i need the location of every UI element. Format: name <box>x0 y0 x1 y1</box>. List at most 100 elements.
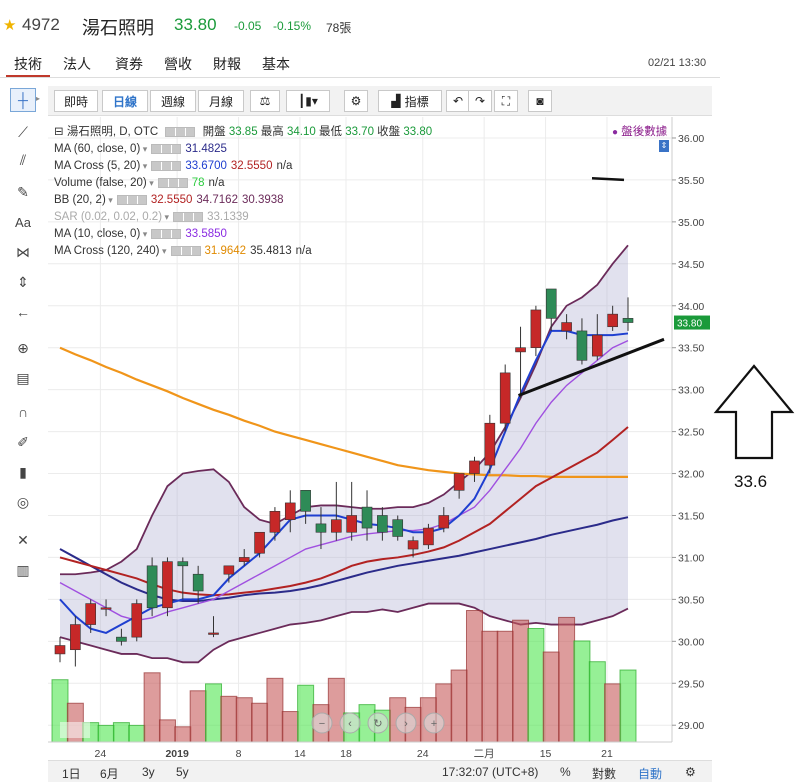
percent-toggle[interactable]: % <box>560 765 571 779</box>
range-6m[interactable]: 6月 <box>100 767 119 781</box>
volume-bar <box>220 695 238 743</box>
indicators-button[interactable]: ▟ 指標 <box>378 90 442 112</box>
legend-controls[interactable] <box>151 143 182 154</box>
legend-row: MA Cross (5, 20) ▾ 33.6700 32.5550 n/a <box>54 158 432 175</box>
chart-nav-button[interactable] <box>311 712 333 734</box>
close-label: 收盤 <box>377 126 401 138</box>
tab-basic[interactable]: 基本 <box>262 56 290 72</box>
undo-icon[interactable]: ↶ <box>446 90 470 112</box>
time-tick-label: 15 <box>540 748 552 760</box>
interval-weekly-button[interactable]: 週線 <box>150 90 196 112</box>
chart-nav-button[interactable] <box>423 712 445 734</box>
range-1d[interactable]: 1日 <box>62 767 81 781</box>
legend-label: Volume (false, 20) <box>54 177 147 189</box>
star-icon[interactable]: ★ <box>3 17 17 34</box>
ruler-icon[interactable]: ▤ <box>16 369 30 386</box>
legend-row: BB (20, 2) ▾ 32.5550 34.7162 30.3938 <box>54 192 432 209</box>
legend-controls[interactable] <box>151 228 182 239</box>
range-3y[interactable]: 3y <box>142 765 155 779</box>
compare-icon[interactable]: ⚖ <box>250 90 280 112</box>
legend-value: 33.1339 <box>207 211 249 223</box>
scroll-updown-icon[interactable]: ⇕ <box>659 140 669 152</box>
after-hours-label[interactable]: ● 盤後數據 <box>612 123 667 139</box>
legend-controls[interactable] <box>165 126 196 137</box>
legend-controls[interactable] <box>151 160 182 171</box>
legend-controls[interactable] <box>170 245 201 256</box>
interval-daily-button[interactable]: 日線 <box>102 90 148 112</box>
legend-dropdown-icon[interactable]: ▾ <box>140 144 148 154</box>
price-chart-svg[interactable]: 36.00 35.50 35.00 34.50 34.00 33.50 33.00 32.50… <box>48 117 712 764</box>
legend-dropdown-icon[interactable]: ▾ <box>162 212 170 222</box>
magnet-icon[interactable]: ∩ <box>17 404 29 420</box>
back-arrow-icon[interactable]: ← <box>16 304 30 320</box>
legend-dropdown-icon[interactable]: ▾ <box>105 195 113 205</box>
log-toggle[interactable]: 對數 <box>592 767 617 781</box>
text-icon[interactable]: Aa <box>15 214 31 230</box>
price-tick-label: 35.50 <box>678 175 704 187</box>
price-change: -0.05 <box>234 19 262 33</box>
tab-margin[interactable]: 資券 <box>115 56 143 72</box>
volume-bar <box>435 683 453 743</box>
volume-bar <box>573 640 591 743</box>
volume-bar <box>205 683 223 743</box>
time-tick-label: 8 <box>236 748 242 760</box>
brush-icon[interactable]: ✎ <box>17 183 29 200</box>
interval-realtime-button[interactable]: 即時 <box>54 90 98 112</box>
volume-bar <box>266 677 284 743</box>
legend-controls[interactable] <box>116 194 147 205</box>
legend-dropdown-icon[interactable]: ▾ <box>140 161 148 171</box>
legend-collapse-icon[interactable]: ⊟ <box>54 126 64 138</box>
legend-controls[interactable] <box>173 211 204 222</box>
auto-toggle[interactable]: 自動 <box>638 767 663 781</box>
legend-value: 34.7162 <box>196 194 238 206</box>
crosshair-icon[interactable]: ┼ <box>10 88 36 112</box>
chart-nav-button[interactable] <box>395 712 417 734</box>
pencil-lock-icon[interactable]: ✐ <box>17 433 29 450</box>
eye-hide-icon[interactable]: ◎ <box>16 493 30 510</box>
chart-nav-button[interactable] <box>339 712 361 734</box>
trash-icon[interactable]: ▥ <box>16 561 30 578</box>
volume-label: 78張 <box>326 21 352 35</box>
after-hours-text: 盤後數據 <box>621 126 668 138</box>
tab-institutional[interactable]: 法人 <box>63 56 91 72</box>
chart-area[interactable]: 36.00 35.50 35.00 34.50 34.00 33.50 33.00 32.50… <box>48 117 712 764</box>
trendline-icon[interactable]: ⟋ <box>18 123 28 140</box>
legend-row: MA Cross (120, 240) ▾ 31.9642 35.4813 n/a <box>54 243 432 260</box>
legend-row: MA (10, close, 0) ▾ 33.5850 <box>54 226 432 243</box>
low-label: 最低 <box>318 126 342 138</box>
bottom-settings-icon[interactable]: ⚙ <box>685 765 696 779</box>
legend-value: n/a <box>208 177 225 189</box>
candle-body <box>254 531 265 554</box>
annotation-value: 33.6 <box>734 472 768 491</box>
fork-icon[interactable]: ⫽ <box>19 151 27 168</box>
fullscreen-icon[interactable]: ⛶ <box>494 90 518 112</box>
lock-icon[interactable]: ▮ <box>19 463 27 480</box>
tab-technical[interactable]: 技術 <box>14 56 42 72</box>
tab-financials[interactable]: 財報 <box>213 56 241 72</box>
chart-nav-icon: › <box>404 718 408 730</box>
candle-body <box>453 473 465 491</box>
legend-dropdown-icon[interactable]: ▾ <box>140 229 148 239</box>
remove-tools-icon[interactable]: ✕ <box>17 531 29 548</box>
camera-icon[interactable]: ◙ <box>528 90 552 112</box>
measure-icon[interactable]: ⇕ <box>17 273 29 290</box>
chart-type-icon[interactable]: ┃▮▾ <box>286 90 330 112</box>
pattern-icon[interactable]: ⋈ <box>16 243 30 260</box>
indicators-label: 指標 <box>404 94 429 109</box>
legend-row: Volume (false, 20) ▾ 78 n/a <box>54 175 432 192</box>
volume-bar <box>450 669 468 743</box>
interval-monthly-button[interactable]: 月線 <box>198 90 244 112</box>
candle-body <box>238 557 250 562</box>
range-5y[interactable]: 5y <box>176 765 189 779</box>
legend-dropdown-icon[interactable]: ▾ <box>159 246 167 256</box>
legend-dropdown-icon[interactable]: ▾ <box>146 178 154 188</box>
legend-value: 31.9642 <box>204 245 247 257</box>
chart-nav-button[interactable] <box>367 712 389 734</box>
legend-value: 31.4825 <box>185 143 227 155</box>
redo-icon[interactable]: ↷ <box>468 90 492 112</box>
legend-controls[interactable] <box>157 177 188 188</box>
zoom-in-icon[interactable]: ⊕ <box>17 339 29 356</box>
toolbar-expand-icon[interactable]: ▸ <box>36 94 41 103</box>
settings-icon[interactable]: ⚙ <box>344 90 368 112</box>
tab-revenue[interactable]: 營收 <box>164 56 192 72</box>
